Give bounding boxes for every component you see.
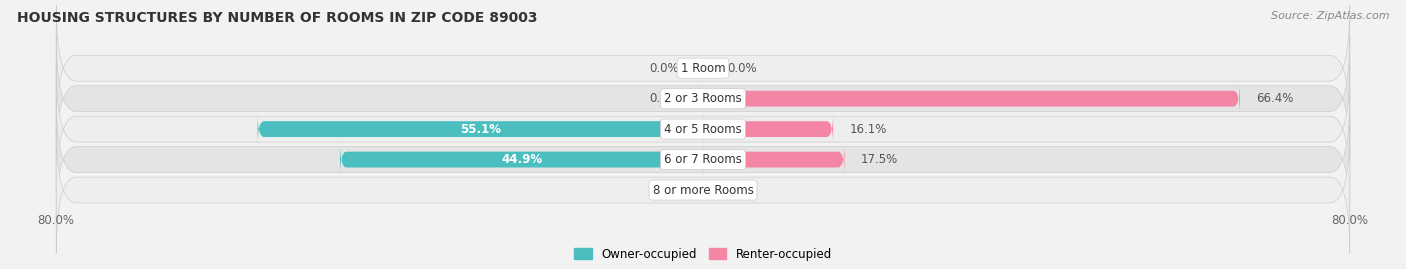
Text: 66.4%: 66.4% — [1256, 92, 1294, 105]
Text: 2 or 3 Rooms: 2 or 3 Rooms — [664, 92, 742, 105]
FancyBboxPatch shape — [56, 36, 1350, 162]
FancyBboxPatch shape — [703, 143, 845, 176]
Text: 55.1%: 55.1% — [460, 123, 501, 136]
Text: 0.0%: 0.0% — [650, 183, 679, 197]
Text: 16.1%: 16.1% — [849, 123, 887, 136]
FancyBboxPatch shape — [56, 5, 1350, 131]
Text: 0.0%: 0.0% — [727, 62, 756, 75]
FancyBboxPatch shape — [56, 96, 1350, 223]
Text: 8 or more Rooms: 8 or more Rooms — [652, 183, 754, 197]
Text: 0.0%: 0.0% — [727, 183, 756, 197]
FancyBboxPatch shape — [56, 127, 1350, 253]
FancyBboxPatch shape — [703, 82, 1240, 115]
FancyBboxPatch shape — [56, 66, 1350, 192]
Text: 1 Room: 1 Room — [681, 62, 725, 75]
Text: 17.5%: 17.5% — [860, 153, 898, 166]
Legend: Owner-occupied, Renter-occupied: Owner-occupied, Renter-occupied — [569, 243, 837, 265]
FancyBboxPatch shape — [340, 143, 703, 176]
Text: 0.0%: 0.0% — [650, 62, 679, 75]
Text: HOUSING STRUCTURES BY NUMBER OF ROOMS IN ZIP CODE 89003: HOUSING STRUCTURES BY NUMBER OF ROOMS IN… — [17, 11, 537, 25]
Text: Source: ZipAtlas.com: Source: ZipAtlas.com — [1271, 11, 1389, 21]
Text: 44.9%: 44.9% — [501, 153, 543, 166]
FancyBboxPatch shape — [703, 113, 834, 146]
Text: 0.0%: 0.0% — [650, 92, 679, 105]
Text: 6 or 7 Rooms: 6 or 7 Rooms — [664, 153, 742, 166]
FancyBboxPatch shape — [257, 113, 703, 146]
Text: 4 or 5 Rooms: 4 or 5 Rooms — [664, 123, 742, 136]
